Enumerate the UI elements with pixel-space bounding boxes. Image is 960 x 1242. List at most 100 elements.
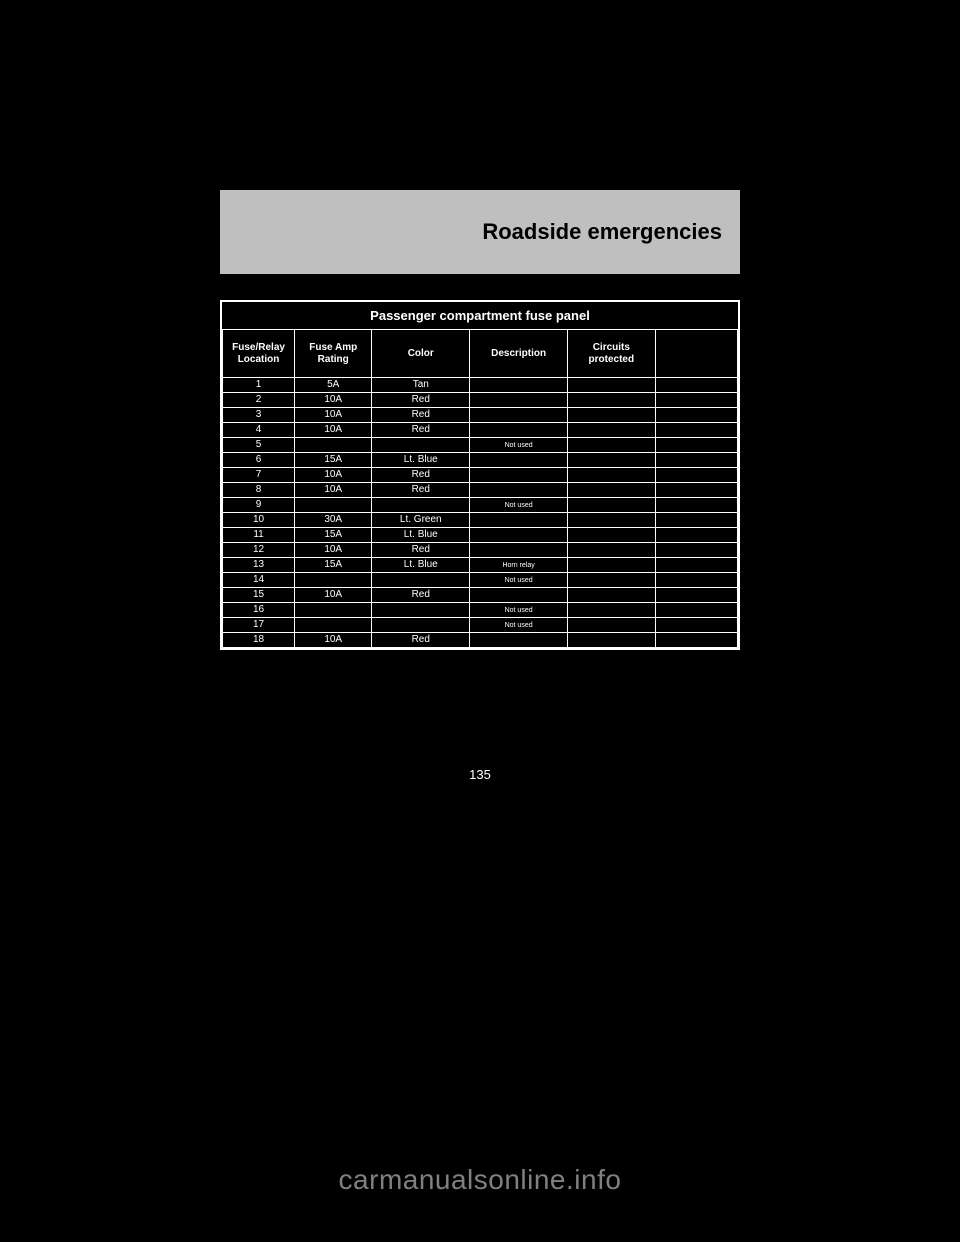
table-cell: 6 [223,453,295,468]
watermark: carmanualsonline.info [0,1164,960,1196]
table-cell [655,468,737,483]
col-header-description: Description [470,330,568,378]
table-cell: 14 [223,573,295,588]
table-cell: Not used [470,498,568,513]
table-cell [568,393,656,408]
table-cell: 10 [223,513,295,528]
table-cell: 2 [223,393,295,408]
table-title: Passenger compartment fuse panel [222,308,738,329]
table-cell [568,558,656,573]
table-cell [655,528,737,543]
table-row: 1510ARed [223,588,738,603]
table-cell [568,408,656,423]
table-cell [655,393,737,408]
table-row: 5 Not used [223,438,738,453]
table-cell: Horn relay [470,558,568,573]
table-cell [655,453,737,468]
col-header-misc [655,330,737,378]
table-cell [470,408,568,423]
table-cell: 13 [223,558,295,573]
table-cell [568,468,656,483]
table-cell [470,378,568,393]
table-row: 810ARed [223,483,738,498]
table-cell [655,588,737,603]
col-header-color: Color [372,330,470,378]
table-cell: 10A [295,408,372,423]
fuse-table-container: Passenger compartment fuse panel Fuse/Re… [220,300,740,650]
table-cell [568,423,656,438]
table-cell: 10A [295,468,372,483]
table-cell [568,513,656,528]
table-row: 16Not used [223,603,738,618]
table-cell [655,483,737,498]
table-cell: 10A [295,483,372,498]
table-cell [295,438,372,453]
table-cell [655,408,737,423]
table-cell [295,603,372,618]
table-row: 1030ALt. Green [223,513,738,528]
table-cell: Lt. Green [372,513,470,528]
table-cell [470,513,568,528]
table-cell: 5 [223,438,295,453]
table-row: 410ARed [223,423,738,438]
table-cell [470,483,568,498]
table-row: 9 Not used [223,498,738,513]
table-cell: Not used [470,438,568,453]
table-cell [295,618,372,633]
table-cell: Red [372,543,470,558]
table-cell: 9 [223,498,295,513]
table-cell: Red [372,633,470,648]
table-cell [470,468,568,483]
table-row: 1315ALt. BlueHorn relay [223,558,738,573]
table-cell: 11 [223,528,295,543]
table-cell [470,528,568,543]
table-row: 710ARed [223,468,738,483]
table-cell [372,573,470,588]
col-header-location: Fuse/Relay Location [223,330,295,378]
table-cell [655,423,737,438]
table-row: 17Not used [223,618,738,633]
table-cell: 16 [223,603,295,618]
table-cell [655,558,737,573]
table-cell: Lt. Blue [372,528,470,543]
table-cell [295,498,372,513]
section-title: Roadside emergencies [482,219,722,245]
table-cell [470,633,568,648]
table-cell [568,378,656,393]
col-header-circuits: Circuits protected [568,330,656,378]
table-cell [655,633,737,648]
table-cell [568,453,656,468]
table-cell [372,603,470,618]
table-cell [568,618,656,633]
table-cell [470,543,568,558]
table-cell: 15A [295,453,372,468]
table-cell: 10A [295,633,372,648]
table-cell [568,573,656,588]
table-cell: Red [372,468,470,483]
table-cell: 4 [223,423,295,438]
table-cell: Not used [470,573,568,588]
table-cell [568,588,656,603]
table-cell [372,498,470,513]
table-cell [372,618,470,633]
table-cell: 18 [223,633,295,648]
col-header-amp: Fuse Amp Rating [295,330,372,378]
table-cell: Red [372,483,470,498]
table-cell: 5A [295,378,372,393]
table-row: 1210ARed [223,543,738,558]
table-cell [470,453,568,468]
section-header: Roadside emergencies [220,190,740,274]
table-cell: 10A [295,393,372,408]
table-cell [568,633,656,648]
table-cell: 10A [295,423,372,438]
table-cell [568,483,656,498]
table-cell: 15A [295,558,372,573]
table-cell [470,423,568,438]
fuse-table: Fuse/Relay Location Fuse Amp Rating Colo… [222,329,738,648]
table-cell: Red [372,408,470,423]
table-cell: 30A [295,513,372,528]
table-cell: Red [372,423,470,438]
table-cell: 10A [295,588,372,603]
table-cell: 17 [223,618,295,633]
table-cell [568,438,656,453]
